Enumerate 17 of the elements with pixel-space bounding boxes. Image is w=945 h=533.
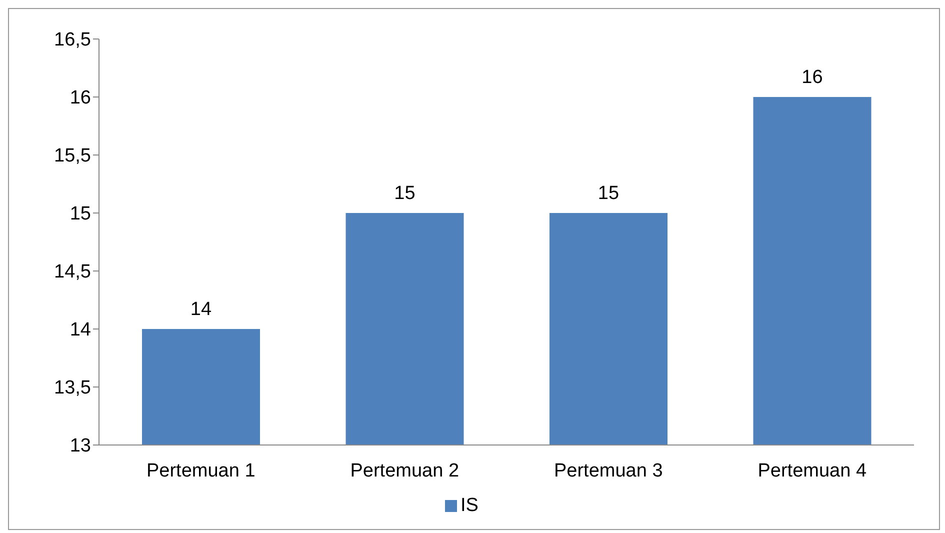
- y-tick-label: 16,5: [54, 30, 91, 51]
- y-tick-label: 15,5: [54, 146, 91, 167]
- data-label: 16: [802, 67, 823, 88]
- data-label: 15: [394, 183, 416, 204]
- x-tick-label: Pertemuan 2: [350, 460, 460, 482]
- data-label: 15: [598, 183, 620, 204]
- y-tick-label: 13,5: [54, 378, 91, 399]
- x-tick-label: Pertemuan 1: [146, 460, 256, 482]
- data-label: 14: [190, 299, 212, 320]
- y-tick-label: 15: [70, 204, 91, 225]
- y-tick-label: 16: [70, 88, 91, 109]
- y-tick-label: 14: [70, 320, 92, 341]
- y-tick-label: 14,5: [54, 262, 91, 283]
- x-tick-label: Pertemuan 4: [758, 460, 867, 482]
- x-tick-label: Pertemuan 3: [554, 460, 663, 482]
- y-tick-label: 13: [70, 436, 91, 457]
- legend-label: IS: [460, 495, 478, 516]
